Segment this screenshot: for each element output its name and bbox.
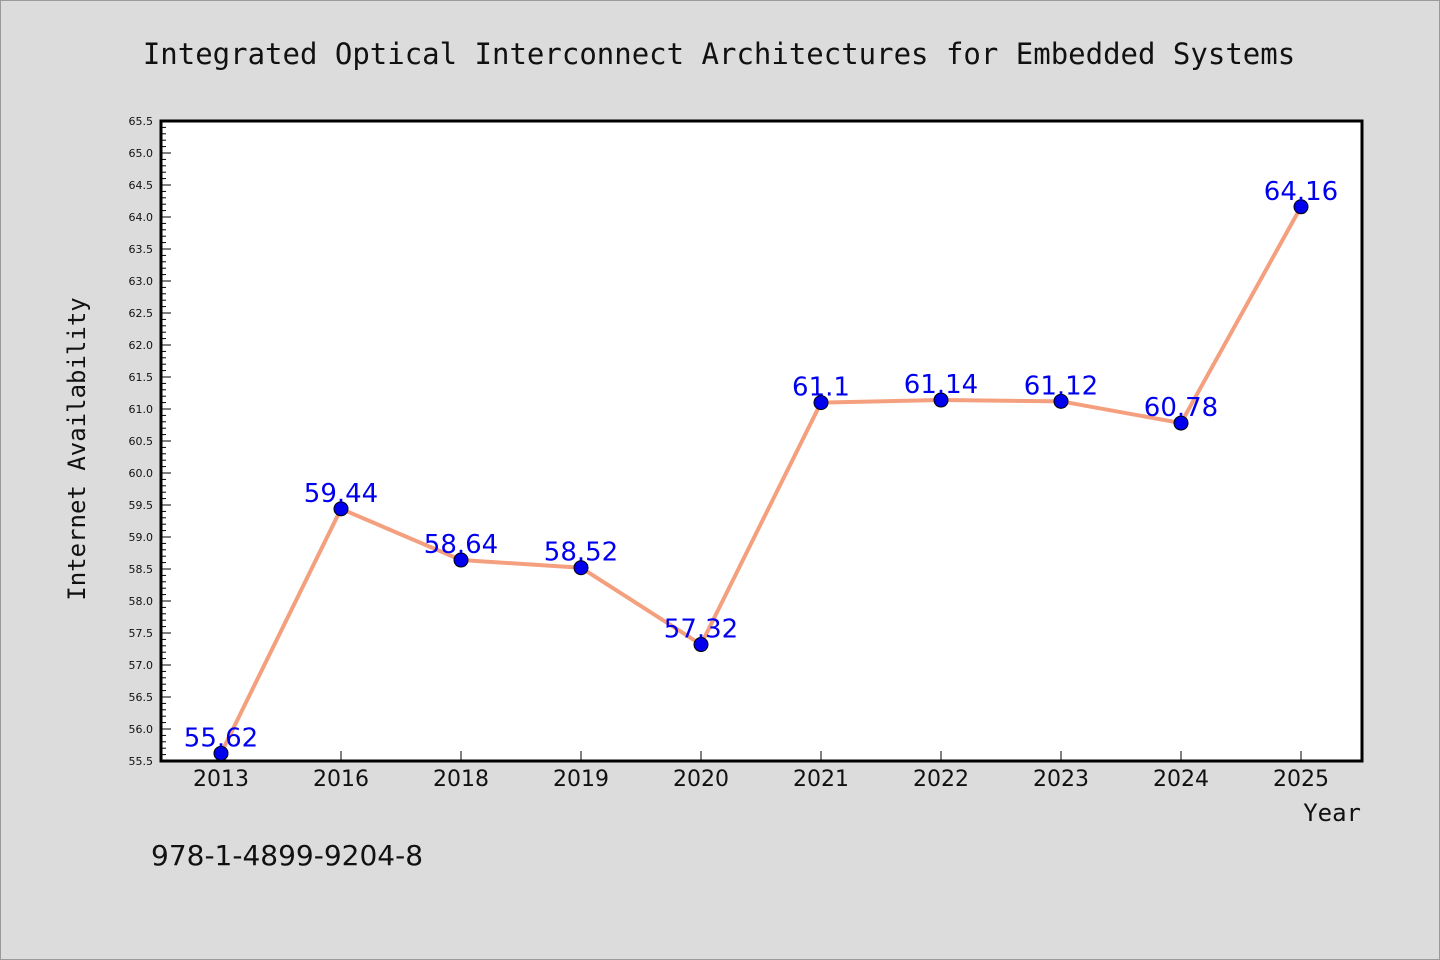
y-tick-label: 57.0 — [129, 659, 154, 672]
x-axis-title: Year — [1303, 799, 1361, 827]
data-point — [813, 395, 829, 411]
data-label: 58.64 — [424, 530, 498, 560]
y-tick-label: 63.0 — [129, 275, 154, 288]
data-point — [1293, 199, 1309, 215]
y-tick-label: 56.5 — [129, 691, 154, 704]
data-label: 64.16 — [1264, 177, 1338, 207]
data-point — [333, 501, 349, 517]
series-line-path — [219, 204, 1303, 756]
data-label: 57.32 — [664, 615, 738, 645]
y-tick-label: 61.5 — [129, 371, 154, 384]
series-line — [219, 204, 1303, 756]
chart-title: Integrated Optical Interconnect Architec… — [143, 37, 1295, 71]
y-tick-label: 56.0 — [129, 723, 154, 736]
y-axis-title: Internet Availability — [63, 297, 91, 600]
x-tick-label: 2025 — [1273, 767, 1329, 792]
x-tick-label: 2021 — [793, 767, 849, 792]
x-tick-label: 2020 — [673, 767, 729, 792]
data-point — [213, 745, 229, 761]
data-label: 55.62 — [184, 723, 258, 753]
data-labels: 55.62 59.44 58.64 58.52 57.32 61.1 61.14 61.12 6… — [184, 177, 1338, 754]
x-tick-label: 2013 — [193, 767, 249, 792]
y-tick-label: 64.5 — [129, 179, 154, 192]
x-tick-label: 2018 — [433, 767, 489, 792]
y-tick-label: 60.5 — [129, 435, 154, 448]
data-point — [1053, 393, 1069, 409]
x-tick-label: 2016 — [313, 767, 369, 792]
data-point — [1173, 415, 1189, 431]
y-tick-label: 64.0 — [129, 211, 154, 224]
y-tick-label: 65.0 — [129, 147, 154, 160]
y-tick-label: 58.5 — [129, 563, 154, 576]
x-tick-label: 2024 — [1153, 767, 1209, 792]
data-label: 60.78 — [1144, 393, 1218, 423]
data-label: 61.1 — [792, 373, 850, 403]
y-tick-label: 58.0 — [129, 595, 154, 608]
x-tick-label: 2023 — [1033, 767, 1089, 792]
y-tick-label: 62.5 — [129, 307, 154, 320]
y-tick-label: 65.5 — [129, 115, 154, 128]
x-tick-label: 2022 — [913, 767, 969, 792]
y-tick-label: 63.5 — [129, 243, 154, 256]
x-tick-label: 2019 — [553, 767, 609, 792]
y-tick-label: 62.0 — [129, 339, 154, 352]
x-axis: 2013 2016 2018 2019 2020 2021 2022 2023 2024 2025 — [193, 751, 1329, 792]
data-label: 61.12 — [1024, 371, 1098, 401]
data-point — [933, 392, 949, 408]
y-tick-label: 59.0 — [129, 531, 154, 544]
y-axis: 55.5 56.0 56.5 57.0 57.5 58.0 58.5 59.0 59.5 60.0… — [129, 115, 171, 768]
data-point — [453, 552, 469, 568]
data-label: 59.44 — [304, 479, 378, 509]
data-point — [573, 560, 589, 576]
y-tick-label: 61.0 — [129, 403, 154, 416]
isbn-text: 978-1-4899-9204-8 — [151, 839, 423, 872]
data-markers — [213, 199, 1309, 761]
y-tick-label: 60.0 — [129, 467, 154, 480]
data-point — [693, 637, 709, 653]
y-tick-label: 55.5 — [129, 755, 154, 768]
y-tick-label: 57.5 — [129, 627, 154, 640]
data-label: 58.52 — [544, 538, 618, 568]
plot-area — [159, 119, 1364, 763]
data-label: 61.14 — [904, 370, 978, 400]
y-tick-label: 59.5 — [129, 499, 154, 512]
